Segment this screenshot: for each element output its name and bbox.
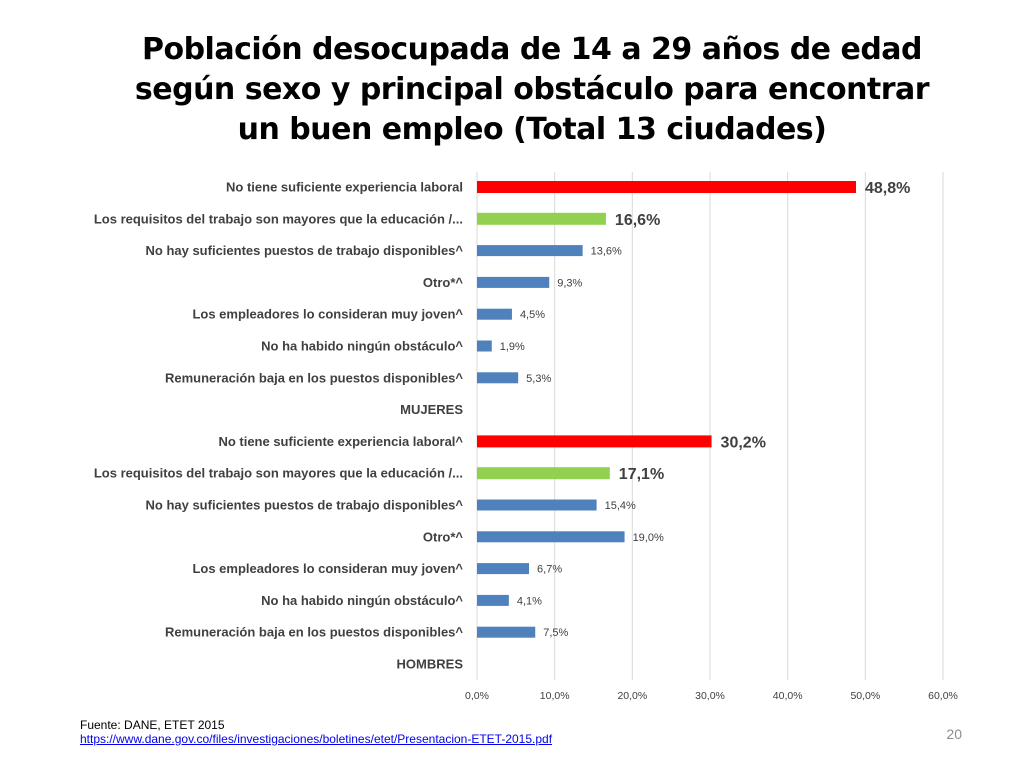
data-label: 6,7% [537, 564, 562, 576]
bar [477, 435, 712, 448]
x-tick-label: 50,0% [850, 690, 880, 702]
x-tick-label: 40,0% [773, 690, 803, 702]
category-label: Los empleadores lo consideran muy joven^ [192, 307, 463, 322]
title-line-1: Población desocupada de 14 a 29 años de … [141, 32, 923, 67]
bar-chart: 0,0% 10,0% 20,0% 30,0% 40,0% 50,0% 60,0% No tie… [94, 172, 958, 702]
x-tick-label: 30,0% [695, 690, 725, 702]
category-label: No tiene suficiente experiencia laboral [226, 180, 463, 195]
data-label: 17,1% [619, 466, 664, 483]
category-label: HOMBRES [397, 657, 464, 672]
bar [477, 181, 857, 193]
data-label: 16,6% [615, 212, 660, 229]
bar [477, 626, 536, 638]
chart-title: Población desocupada de 14 a 29 años de … [100, 30, 964, 150]
x-tick-label: 60,0% [928, 690, 958, 702]
category-label: No ha habido ningún obstáculo^ [261, 339, 463, 354]
category-label: No ha habido ningún obstáculo^ [261, 593, 463, 608]
bar [477, 563, 530, 575]
bar [477, 499, 597, 511]
data-label: 1,9% [500, 341, 525, 353]
category-label: Remuneración baja en los puestos disponi… [165, 370, 463, 385]
data-label: 7,5% [543, 627, 568, 639]
bar [477, 594, 509, 606]
data-label: 4,1% [517, 595, 542, 607]
category-label: Los requisitos del trabajo son mayores q… [94, 211, 463, 226]
bar [477, 372, 519, 384]
x-tick-label: 20,0% [617, 690, 647, 702]
bar [477, 245, 583, 257]
data-label: 48,8% [865, 180, 910, 197]
bar [477, 212, 606, 225]
bar [477, 467, 610, 480]
category-label: No tiene suficiente experiencia laboral^ [218, 434, 463, 449]
bar [477, 531, 625, 543]
category-label: Otro*^ [423, 529, 464, 544]
data-label: 4,5% [520, 309, 545, 321]
category-label: No hay suficientes puestos de trabajo di… [146, 498, 464, 513]
bar [477, 276, 550, 288]
data-label: 9,3% [557, 277, 582, 289]
category-label: MUJERES [400, 402, 463, 417]
source-link[interactable]: https://www.dane.gov.co/files/investigac… [80, 732, 553, 746]
category-label: No hay suficientes puestos de trabajo di… [146, 243, 464, 258]
x-tick-label: 10,0% [540, 690, 570, 702]
source-text: Fuente: DANE, ETET 2015 [80, 718, 225, 732]
bar [477, 308, 512, 320]
bar [477, 340, 492, 352]
data-label: 19,0% [633, 532, 664, 544]
slide-number: 20 [946, 726, 962, 742]
data-label: 30,2% [721, 434, 766, 451]
x-tick-label: 0,0% [465, 690, 489, 702]
category-label: Otro*^ [423, 275, 464, 290]
title-line-3: un buen empleo (Total 13 ciudades) [237, 112, 827, 147]
title-line-2: según sexo y principal obstáculo para en… [134, 72, 930, 107]
category-label: Remuneración baja en los puestos disponi… [165, 625, 463, 640]
source-footer: Fuente: DANE, ETET 2015 https://www.dane… [80, 718, 552, 746]
data-label: 5,3% [526, 373, 551, 385]
data-label: 13,6% [591, 246, 622, 258]
data-label: 15,4% [605, 500, 636, 512]
category-label: Los requisitos del trabajo son mayores q… [94, 466, 463, 481]
category-label: Los empleadores lo consideran muy joven^ [192, 561, 463, 576]
